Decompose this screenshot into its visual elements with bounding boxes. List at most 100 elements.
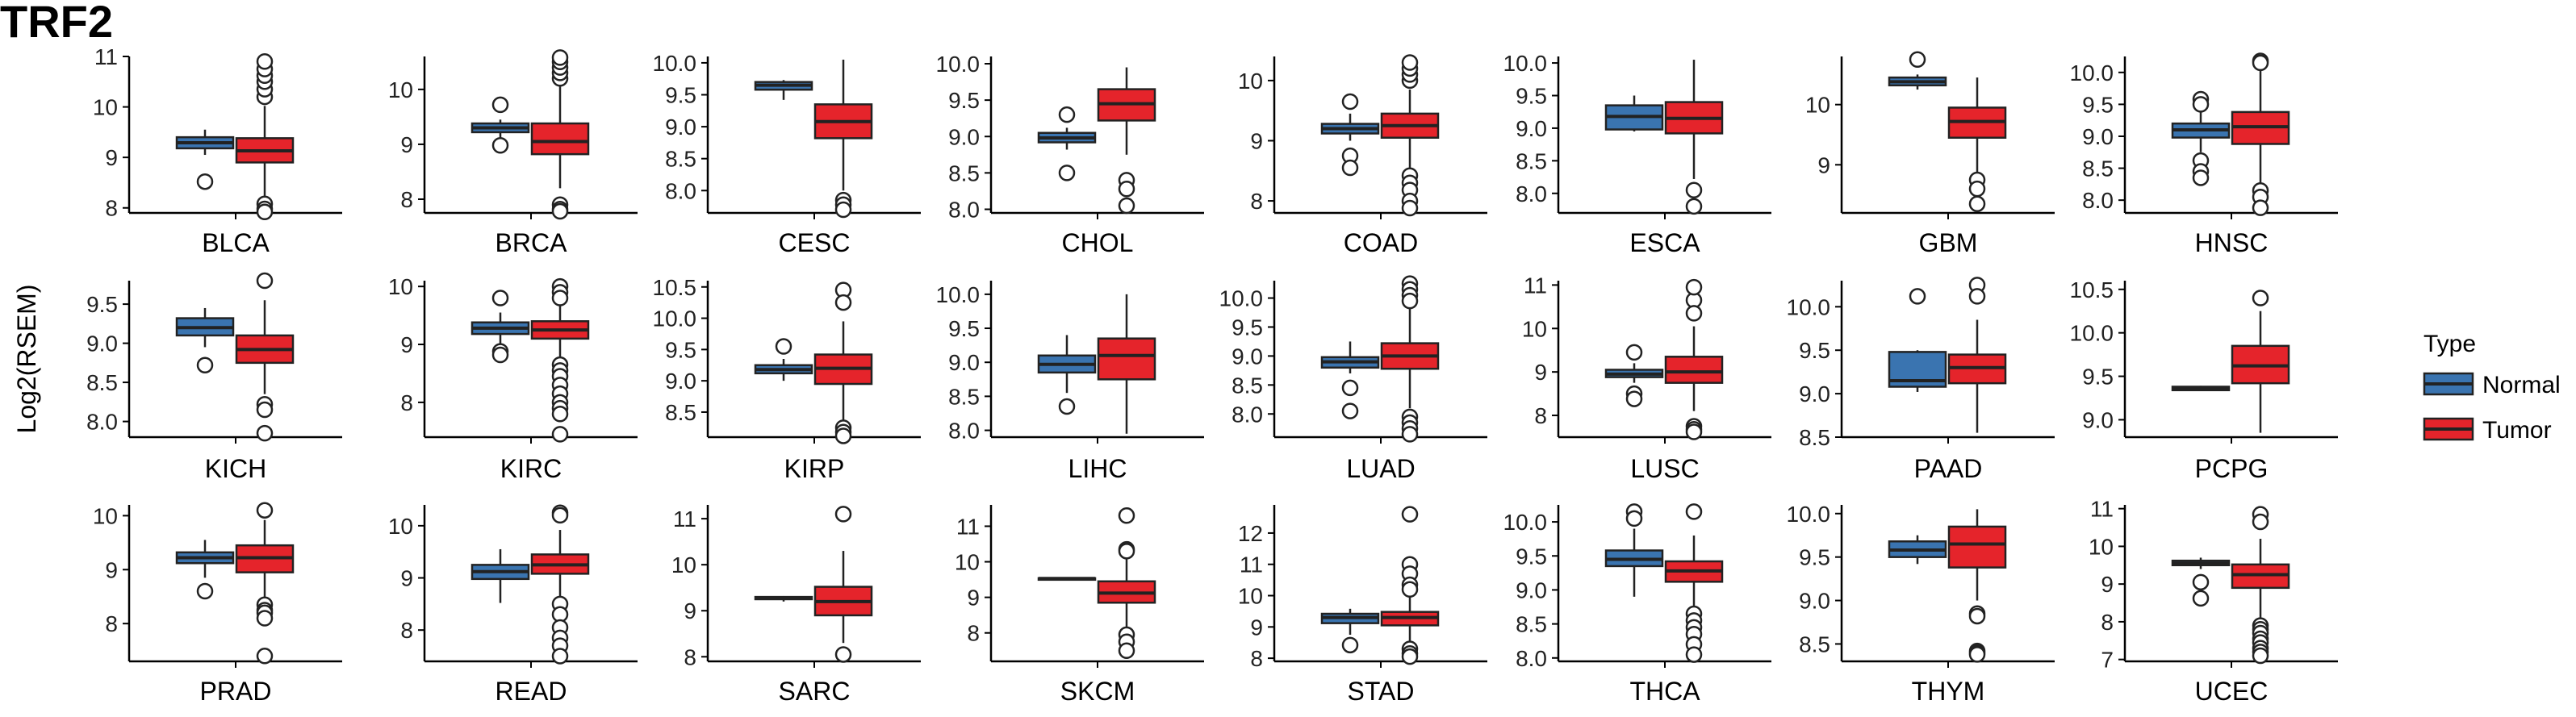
outlier-point: [2192, 590, 2210, 607]
box-hnsc-tumor: [2231, 52, 2290, 216]
y-tick-label: 9: [967, 586, 980, 611]
box-chol-normal: [1037, 106, 1097, 181]
panel-label-blca: BLCA: [202, 228, 270, 257]
panel-coad: 8 9 10 COAD: [1238, 54, 1487, 257]
outlier-point: [1341, 402, 1359, 419]
outlier-point: [1401, 292, 1419, 310]
outlier-point: [256, 272, 274, 290]
panel-prad: 8 9 10 PRAD: [93, 502, 342, 706]
outlier-point: [256, 53, 274, 70]
y-tick-label: 11: [1524, 273, 1547, 298]
y-tick-label: 10.0: [1503, 510, 1548, 535]
y-tick-label: 10.0: [653, 306, 697, 331]
y-tick-label: 10: [93, 503, 118, 528]
y-tick-label: 8.5: [1516, 148, 1547, 173]
y-tick-label: 9.5: [948, 88, 980, 113]
box-ucec-normal: [2171, 557, 2231, 607]
outlier-point: [551, 506, 569, 524]
y-tick-label: 8: [105, 196, 118, 221]
outlier-point: [834, 201, 852, 219]
legend: Type Normal Tumor: [2423, 331, 2561, 444]
box-kirc-normal: [470, 290, 530, 364]
y-tick-label: 8.0: [86, 410, 118, 435]
y-tick-label: 8: [1250, 646, 1263, 671]
y-tick-label: 10.0: [2070, 60, 2114, 85]
box-chol-tumor: [1097, 67, 1156, 215]
outlier-point: [1625, 390, 1643, 407]
outlier-point: [1909, 51, 1926, 68]
y-tick-label: 9.0: [948, 124, 980, 149]
y-tick-label: 9: [1534, 360, 1547, 385]
y-tick-label: 9: [105, 145, 118, 170]
y-tick-label: 8.0: [1516, 181, 1547, 206]
outlier-point: [1968, 607, 1986, 625]
outlier-point: [2252, 647, 2269, 665]
box-prad-tumor: [235, 502, 295, 665]
y-tick-label: 8.5: [1232, 373, 1263, 398]
y-tick-label: 10.0: [2070, 321, 2114, 346]
box-coad-normal: [1320, 93, 1380, 177]
outlier-point: [491, 137, 509, 154]
y-tick-label: 11: [94, 44, 118, 69]
box-coad-tumor: [1380, 54, 1440, 217]
panel-label-paad: PAAD: [1914, 454, 1983, 483]
panel-luad: 8.0 8.5 9.0 9.5 10.0 LUAD: [1219, 275, 1487, 483]
box-esca-normal: [1604, 95, 1664, 131]
y-tick-label: 12: [1238, 521, 1263, 546]
y-tick-label: 9.0: [1516, 577, 1547, 602]
y-tick-label: 10: [1238, 584, 1263, 609]
outlier-point: [775, 338, 792, 355]
y-tick-label: 9.0: [86, 331, 118, 356]
panel-label-kich: KICH: [205, 454, 266, 483]
panel-label-chol: CHOL: [1062, 228, 1134, 257]
y-tick-label: 8.5: [1799, 632, 1830, 657]
panel-label-prad: PRAD: [200, 677, 272, 706]
box-iqr: [530, 122, 590, 156]
y-tick-label: 9.5: [1232, 315, 1263, 340]
y-tick-label: 9: [400, 332, 413, 357]
box-thym-tumor: [1947, 509, 2007, 663]
outlier-point: [1625, 344, 1643, 361]
outlier-point: [1401, 54, 1419, 71]
panel-label-hnsc: HNSC: [2195, 228, 2269, 257]
box-pcpg-tumor: [2231, 290, 2290, 433]
y-tick-label: 9.5: [948, 316, 980, 341]
panel-thym: 8.5 9.0 9.5 10.0 THYM: [1787, 502, 2055, 706]
y-tick-label: 10.0: [936, 52, 981, 77]
outlier-point: [834, 646, 852, 663]
y-tick-label: 10.0: [1503, 51, 1548, 76]
y-tick-label: 9.5: [665, 83, 696, 108]
outlier-point: [2252, 513, 2269, 531]
panel-label-ucec: UCEC: [2195, 677, 2269, 706]
panel-thca: 8.0 8.5 9.0 9.5 10.0 THCA: [1503, 503, 1771, 706]
panel-hnsc: 8.0 8.5 9.0 9.5 10.0 HNSC: [2070, 52, 2338, 257]
outlier-point: [491, 96, 509, 114]
y-tick-label: 10.0: [1219, 286, 1264, 311]
y-tick-label: 8: [400, 618, 413, 643]
box-read-tumor: [530, 504, 590, 665]
y-tick-label: 7: [2101, 648, 2114, 673]
outlier-point: [1341, 636, 1359, 654]
outlier-point: [1685, 278, 1703, 296]
box-thym-normal: [1888, 535, 1947, 565]
y-tick-label: 10: [1805, 93, 1830, 118]
y-tick-label: 11: [956, 514, 980, 539]
box-skcm-normal: [1037, 577, 1097, 582]
panel-label-thca: THCA: [1629, 677, 1700, 706]
box-blca-tumor: [235, 53, 295, 220]
outlier-point: [551, 290, 569, 306]
y-tick-label: 8.0: [665, 178, 696, 203]
outlier-point: [2252, 199, 2269, 216]
outlier-point: [256, 502, 274, 519]
y-tick-label: 9: [1817, 152, 1830, 177]
y-tick-label: 10.5: [2070, 277, 2114, 302]
y-tick-label: 10.5: [653, 275, 697, 300]
y-tick-label: 8.0: [1232, 402, 1263, 427]
outlier-point: [1909, 288, 1926, 305]
outlier-point: [2252, 54, 2269, 72]
outlier-point: [551, 426, 569, 443]
panel-sarc: 8 9 10 11 SARC: [671, 505, 921, 706]
box-iqr: [1947, 525, 2007, 569]
outlier-point: [551, 406, 569, 423]
outlier-point: [256, 610, 274, 627]
